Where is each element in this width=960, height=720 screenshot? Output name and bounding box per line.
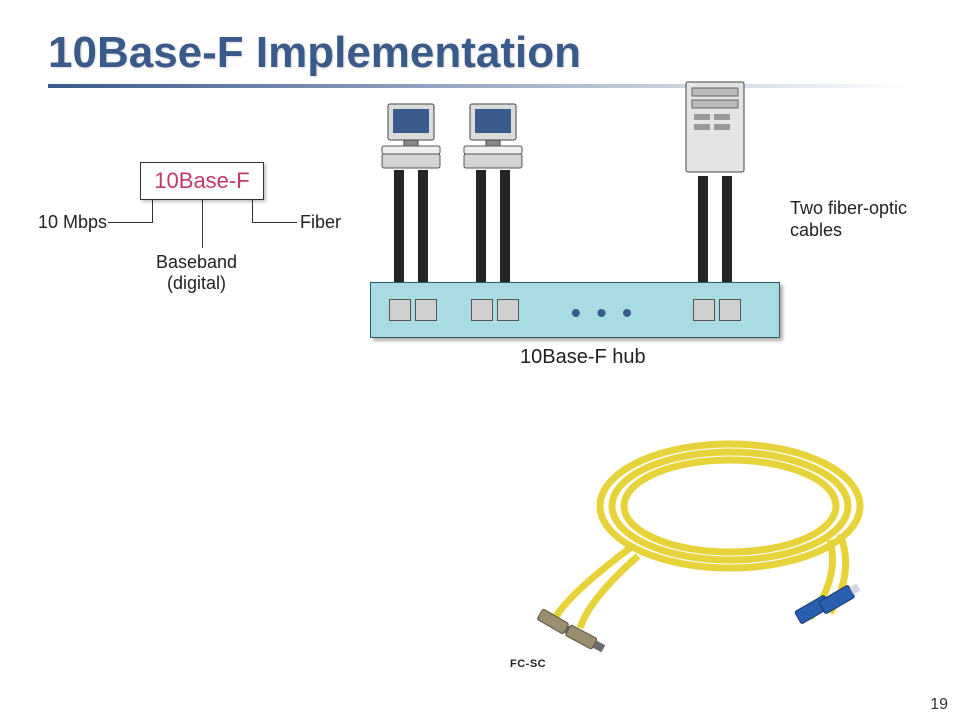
srv-cable-a bbox=[698, 176, 708, 282]
server-icon bbox=[680, 80, 750, 181]
ws1-cable-a bbox=[394, 170, 404, 282]
hub-port bbox=[389, 299, 411, 321]
hub-ellipsis: • • • bbox=[571, 297, 636, 329]
hub-label: 10Base-F hub bbox=[520, 346, 646, 369]
hub-port bbox=[471, 299, 493, 321]
fiber-cable-icon bbox=[510, 418, 890, 658]
page-number: 19 bbox=[930, 696, 948, 714]
bd-line-left bbox=[152, 200, 153, 222]
topology-diagram: • • • 10Base-F hub Two fiber-optic cable… bbox=[370, 98, 910, 398]
hub-port bbox=[719, 299, 741, 321]
hub: • • • bbox=[370, 282, 780, 338]
bd-label-center: Baseband (digital) bbox=[156, 252, 237, 294]
bd-hline-right bbox=[252, 222, 297, 223]
workstation-2-icon bbox=[462, 102, 524, 179]
bd-label-right: Fiber bbox=[300, 212, 341, 233]
bd-label-left: 10 Mbps bbox=[38, 212, 107, 233]
hub-port bbox=[497, 299, 519, 321]
naming-breakdown: 10Base-F 10 Mbps Baseband (digital) Fibe… bbox=[48, 144, 338, 324]
breakdown-box: 10Base-F bbox=[140, 162, 264, 200]
bd-line-center bbox=[202, 200, 203, 248]
hub-port bbox=[693, 299, 715, 321]
workstation-1-icon bbox=[380, 102, 442, 179]
ws2-cable-a bbox=[476, 170, 486, 282]
bd-line-right bbox=[252, 200, 253, 222]
fiber-cable-photo: FC-SC bbox=[510, 418, 890, 678]
content-area: 10Base-F 10 Mbps Baseband (digital) Fibe… bbox=[0, 88, 960, 668]
srv-cable-b bbox=[722, 176, 732, 282]
slide-title: 10Base-F Implementation bbox=[0, 0, 960, 84]
ws1-cable-b bbox=[418, 170, 428, 282]
ws2-cable-b bbox=[500, 170, 510, 282]
hub-port bbox=[415, 299, 437, 321]
fiber-cable-caption: FC-SC bbox=[510, 658, 546, 670]
fiber-cable-label: Two fiber-optic cables bbox=[790, 198, 940, 241]
bd-hline-left bbox=[108, 222, 153, 223]
